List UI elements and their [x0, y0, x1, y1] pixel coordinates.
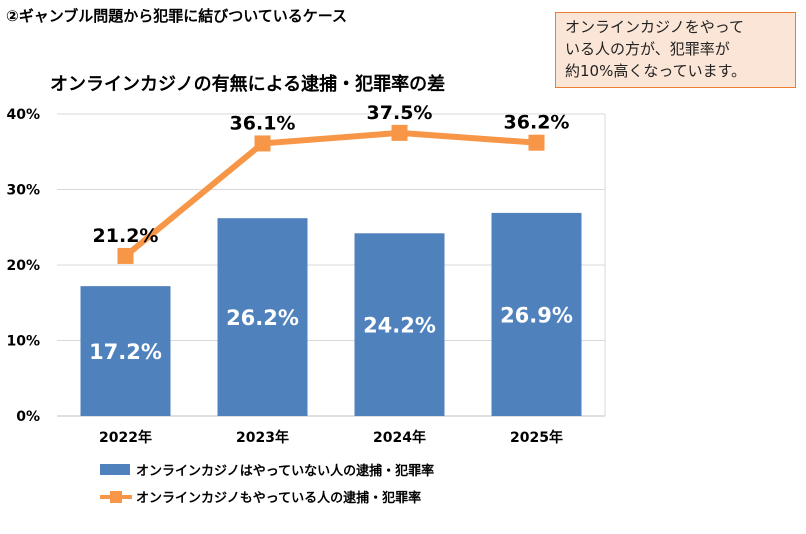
y-tick-label: 0%: [16, 409, 40, 425]
chart-title: オンラインカジノの有無による逮捕・犯罪率の差: [50, 74, 446, 95]
legend-label-line: オンラインカジノもやっている人の逮捕・犯罪率: [136, 491, 422, 506]
bar-data-label: 26.2%: [226, 306, 299, 330]
bar: [491, 212, 582, 416]
bar-data-label: 26.9%: [500, 303, 573, 327]
legend-label-bar: オンラインカジノはやっていない人の逮捕・犯罪率: [136, 464, 435, 479]
callout-line: オンラインカジノをやって: [565, 18, 744, 36]
bar: [217, 218, 308, 416]
y-tick-label: 10%: [6, 334, 40, 350]
x-tick-label: 2024年: [373, 429, 426, 446]
y-tick-label: 30%: [6, 183, 40, 199]
line-point: [528, 134, 545, 151]
bar: [354, 233, 445, 416]
x-tick-label: 2022年: [99, 429, 152, 446]
line-data-label: 36.1%: [230, 112, 296, 134]
callout-line: いる人の方が、犯罪率が: [565, 40, 730, 58]
callout-line: 約10%高くなっています。: [565, 62, 747, 80]
callout-note: オンラインカジノをやって いる人の方が、犯罪率が 約10%高くなっています。: [555, 12, 796, 88]
line-series: [123, 129, 537, 259]
legend-item-line: オンラインカジノもやっている人の逮捕・犯罪率: [100, 487, 421, 506]
line-data-label: 37.5%: [367, 102, 433, 124]
line-data-label: 36.2%: [504, 112, 570, 134]
bar: [80, 286, 171, 416]
bar-data-label: 24.2%: [363, 314, 436, 338]
line-point: [117, 247, 134, 264]
line-point: [254, 135, 271, 152]
bar-data-label: 17.2%: [89, 340, 162, 364]
line-data-label: 21.2%: [93, 225, 159, 247]
line-point: [391, 124, 408, 141]
legend-swatch-bar: [100, 464, 130, 475]
legend-item-bar: オンラインカジノはやっていない人の逮捕・犯罪率: [100, 460, 434, 479]
y-tick-label: 40%: [6, 107, 40, 123]
slide-title: ②ギャンブル問題から犯罪に結びついているケース: [6, 7, 348, 25]
x-tick-label: 2023年: [236, 429, 289, 446]
legend-swatch-line: [100, 490, 132, 504]
y-tick-label: 20%: [6, 258, 40, 274]
x-tick-label: 2025年: [510, 429, 563, 446]
